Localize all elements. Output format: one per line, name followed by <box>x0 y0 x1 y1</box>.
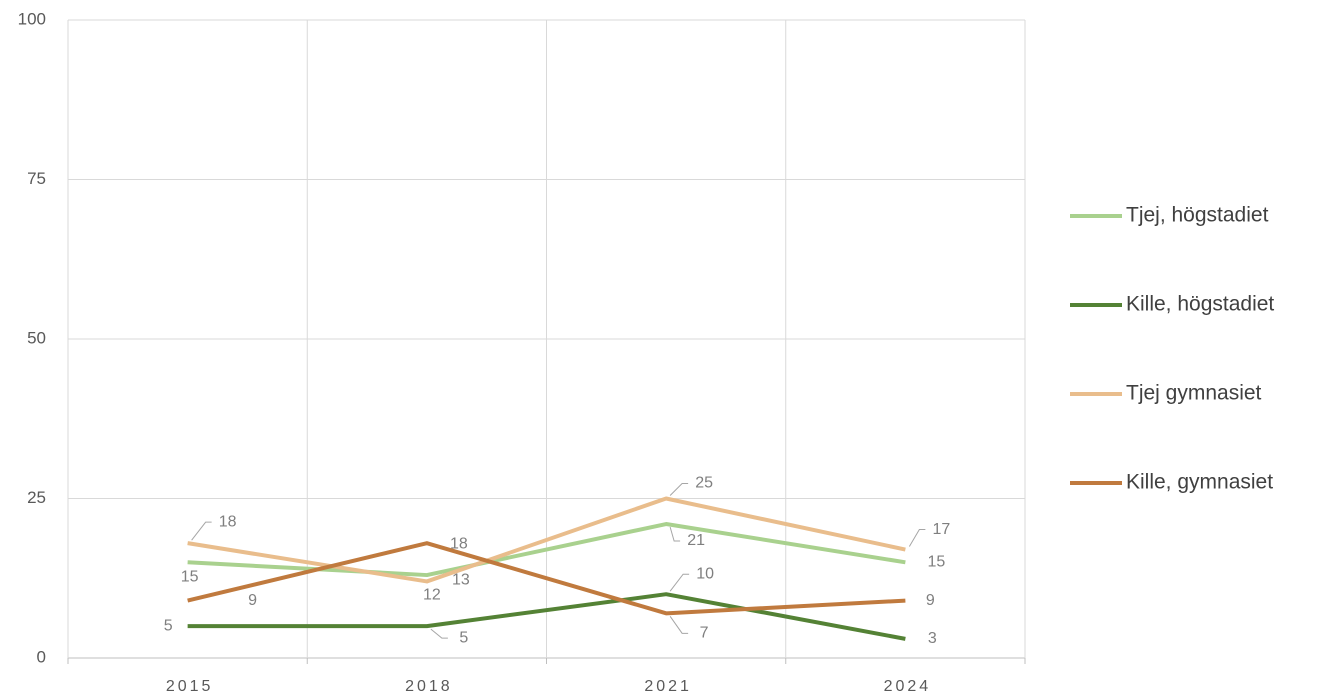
leader-line <box>669 526 681 542</box>
data-label: 25 <box>695 475 713 492</box>
x-tick-label: 2021 <box>644 678 692 695</box>
data-label: 21 <box>687 532 705 549</box>
legend-label: Tjej gymnasiet <box>1126 382 1262 405</box>
y-tick-label: 75 <box>27 169 46 188</box>
data-label: 3 <box>928 630 937 647</box>
series-line <box>187 541 906 616</box>
legend-label: Kille, gymnasiet <box>1126 471 1273 494</box>
leader-line <box>669 483 689 496</box>
series-line <box>187 592 906 641</box>
data-label: 5 <box>164 617 173 634</box>
data-label: 15 <box>927 554 945 571</box>
y-tick-label: 50 <box>27 328 46 347</box>
y-tick-label: 0 <box>37 647 46 666</box>
data-label: 9 <box>926 592 935 609</box>
series-line <box>187 496 906 584</box>
x-tick-label: 2024 <box>884 678 932 695</box>
x-tick-label: 2015 <box>166 678 214 695</box>
leader-line <box>430 628 448 639</box>
leader-line <box>669 616 689 634</box>
y-tick-label: 25 <box>27 488 46 507</box>
x-tick-label: 2018 <box>405 678 453 695</box>
data-label: 18 <box>450 535 468 552</box>
data-label: 7 <box>700 625 709 642</box>
leader-line <box>908 529 926 547</box>
series-line <box>187 522 906 578</box>
data-label: 15 <box>181 569 199 586</box>
data-label: 18 <box>219 513 237 530</box>
data-label: 5 <box>459 629 468 646</box>
data-label: 12 <box>423 587 441 604</box>
y-tick-label: 100 <box>18 9 46 28</box>
legend-label: Tjej, högstadiet <box>1126 204 1269 227</box>
legend-label: Kille, högstadiet <box>1126 293 1274 316</box>
leader-line <box>669 573 690 592</box>
data-label: 17 <box>932 521 950 538</box>
data-label: 13 <box>452 571 470 588</box>
leader-line <box>191 521 212 541</box>
data-label: 9 <box>248 592 257 609</box>
data-label: 10 <box>696 565 714 582</box>
